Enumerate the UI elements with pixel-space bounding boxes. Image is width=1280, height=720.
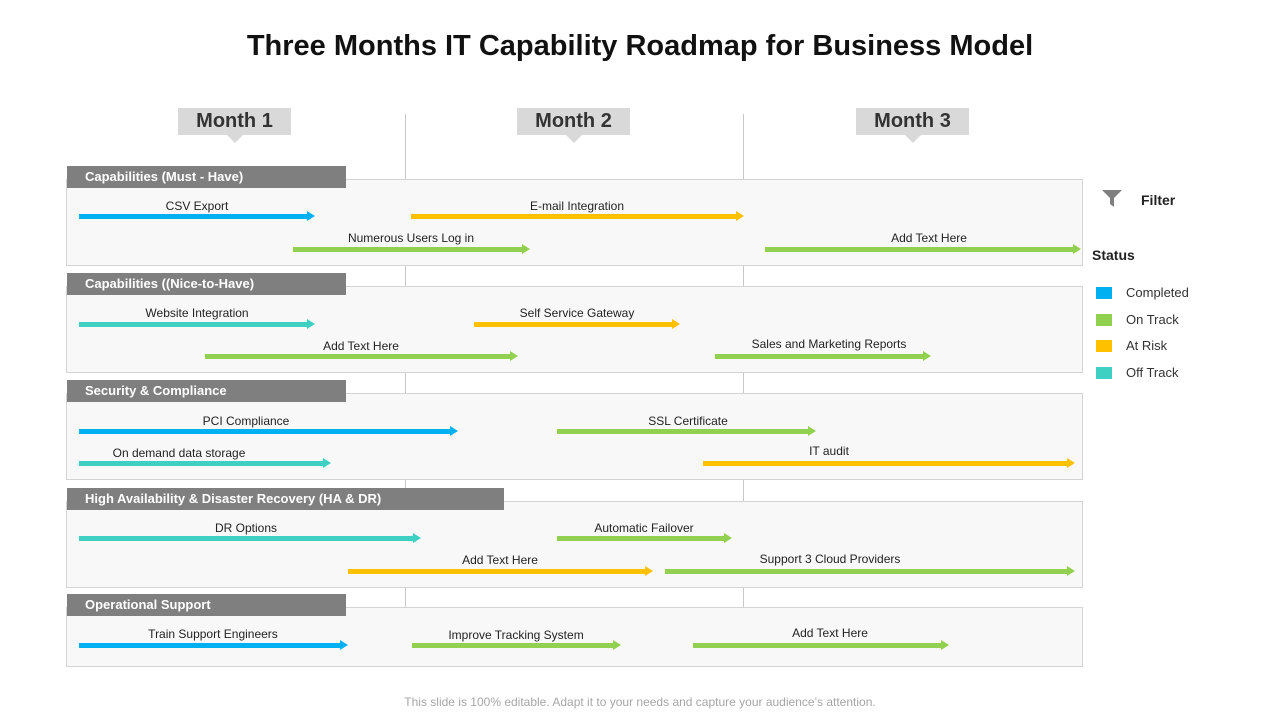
down-arrow-icon: [227, 129, 243, 143]
legend-swatch: [1096, 367, 1112, 379]
task-bar: [693, 640, 949, 650]
footer-note: This slide is 100% editable. Adapt it to…: [404, 695, 876, 709]
section-high-availability-dr: [66, 501, 1083, 588]
task-bar: [412, 640, 621, 650]
task-label: Sales and Marketing Reports: [751, 337, 907, 351]
task-bar: [79, 426, 458, 436]
section-capabilities-must-have: [66, 179, 1083, 266]
section-header: Capabilities ((Nice-to-Have): [67, 273, 346, 295]
legend-label: Off Track: [1126, 365, 1179, 380]
task-label: Add Text Here: [792, 626, 868, 640]
month-1-header: Month 1: [178, 108, 291, 143]
section-header: Capabilities (Must - Have): [67, 166, 346, 188]
task-label: Add Text Here: [462, 553, 538, 567]
legend-label: Completed: [1126, 285, 1189, 300]
task-label: E-mail Integration: [529, 199, 625, 213]
task-bar: [557, 533, 732, 543]
task-label: IT audit: [809, 444, 849, 458]
legend-label: On Track: [1126, 312, 1179, 327]
month-1-label: Month 1: [196, 110, 273, 132]
down-arrow-icon: [905, 129, 921, 143]
task-bar: [79, 640, 348, 650]
task-bar: [79, 533, 421, 543]
task-label: Improve Tracking System: [448, 628, 584, 642]
legend-label: At Risk: [1126, 338, 1168, 353]
section-security-compliance: [66, 393, 1083, 480]
task-label: Automatic Failover: [594, 521, 694, 535]
task-bar: [205, 351, 518, 361]
task-bar: [665, 566, 1075, 576]
task-bar: [79, 319, 315, 329]
task-label: PCI Compliance: [202, 414, 290, 428]
task-bar: [348, 566, 653, 576]
legend-swatch: [1096, 287, 1112, 299]
legend-swatch: [1096, 340, 1112, 352]
status-heading: Status: [1092, 247, 1135, 263]
month-2-label: Month 2: [535, 110, 612, 132]
task-label: Support 3 Cloud Providers: [759, 552, 901, 566]
section-header: High Availability & Disaster Recovery (H…: [67, 488, 504, 510]
task-bar: [79, 211, 315, 221]
task-bar: [411, 211, 744, 221]
page-title: Three Months IT Capability Roadmap for B…: [246, 30, 1034, 62]
task-label: Add Text Here: [891, 231, 967, 245]
filter-label[interactable]: Filter: [1141, 192, 1176, 208]
task-bar: [715, 351, 931, 361]
task-bar: [474, 319, 680, 329]
task-label: Numerous Users Log in: [347, 231, 475, 245]
month-3-label: Month 3: [874, 110, 951, 132]
section-header: Security & Compliance: [67, 380, 346, 402]
task-bar: [79, 458, 331, 468]
section-operational-support: [66, 607, 1083, 667]
task-label: On demand data storage: [112, 446, 246, 460]
task-label: Website Integration: [145, 306, 249, 320]
section-header: Operational Support: [67, 594, 346, 616]
task-label: Add Text Here: [323, 339, 399, 353]
task-label: DR Options: [214, 521, 278, 535]
legend-swatch: [1096, 314, 1112, 326]
down-arrow-icon: [566, 129, 582, 143]
task-label: SSL Certificate: [648, 414, 728, 428]
month-2-header: Month 2: [517, 108, 630, 143]
task-bar: [703, 458, 1075, 468]
task-bar: [293, 244, 530, 254]
task-bar: [765, 244, 1081, 254]
task-label: Train Support Engineers: [148, 627, 278, 641]
task-label: CSV Export: [165, 199, 229, 213]
task-label: Self Service Gateway: [519, 306, 635, 320]
month-3-header: Month 3: [856, 108, 969, 143]
filter-icon[interactable]: [1102, 190, 1122, 208]
task-bar: [557, 426, 816, 436]
